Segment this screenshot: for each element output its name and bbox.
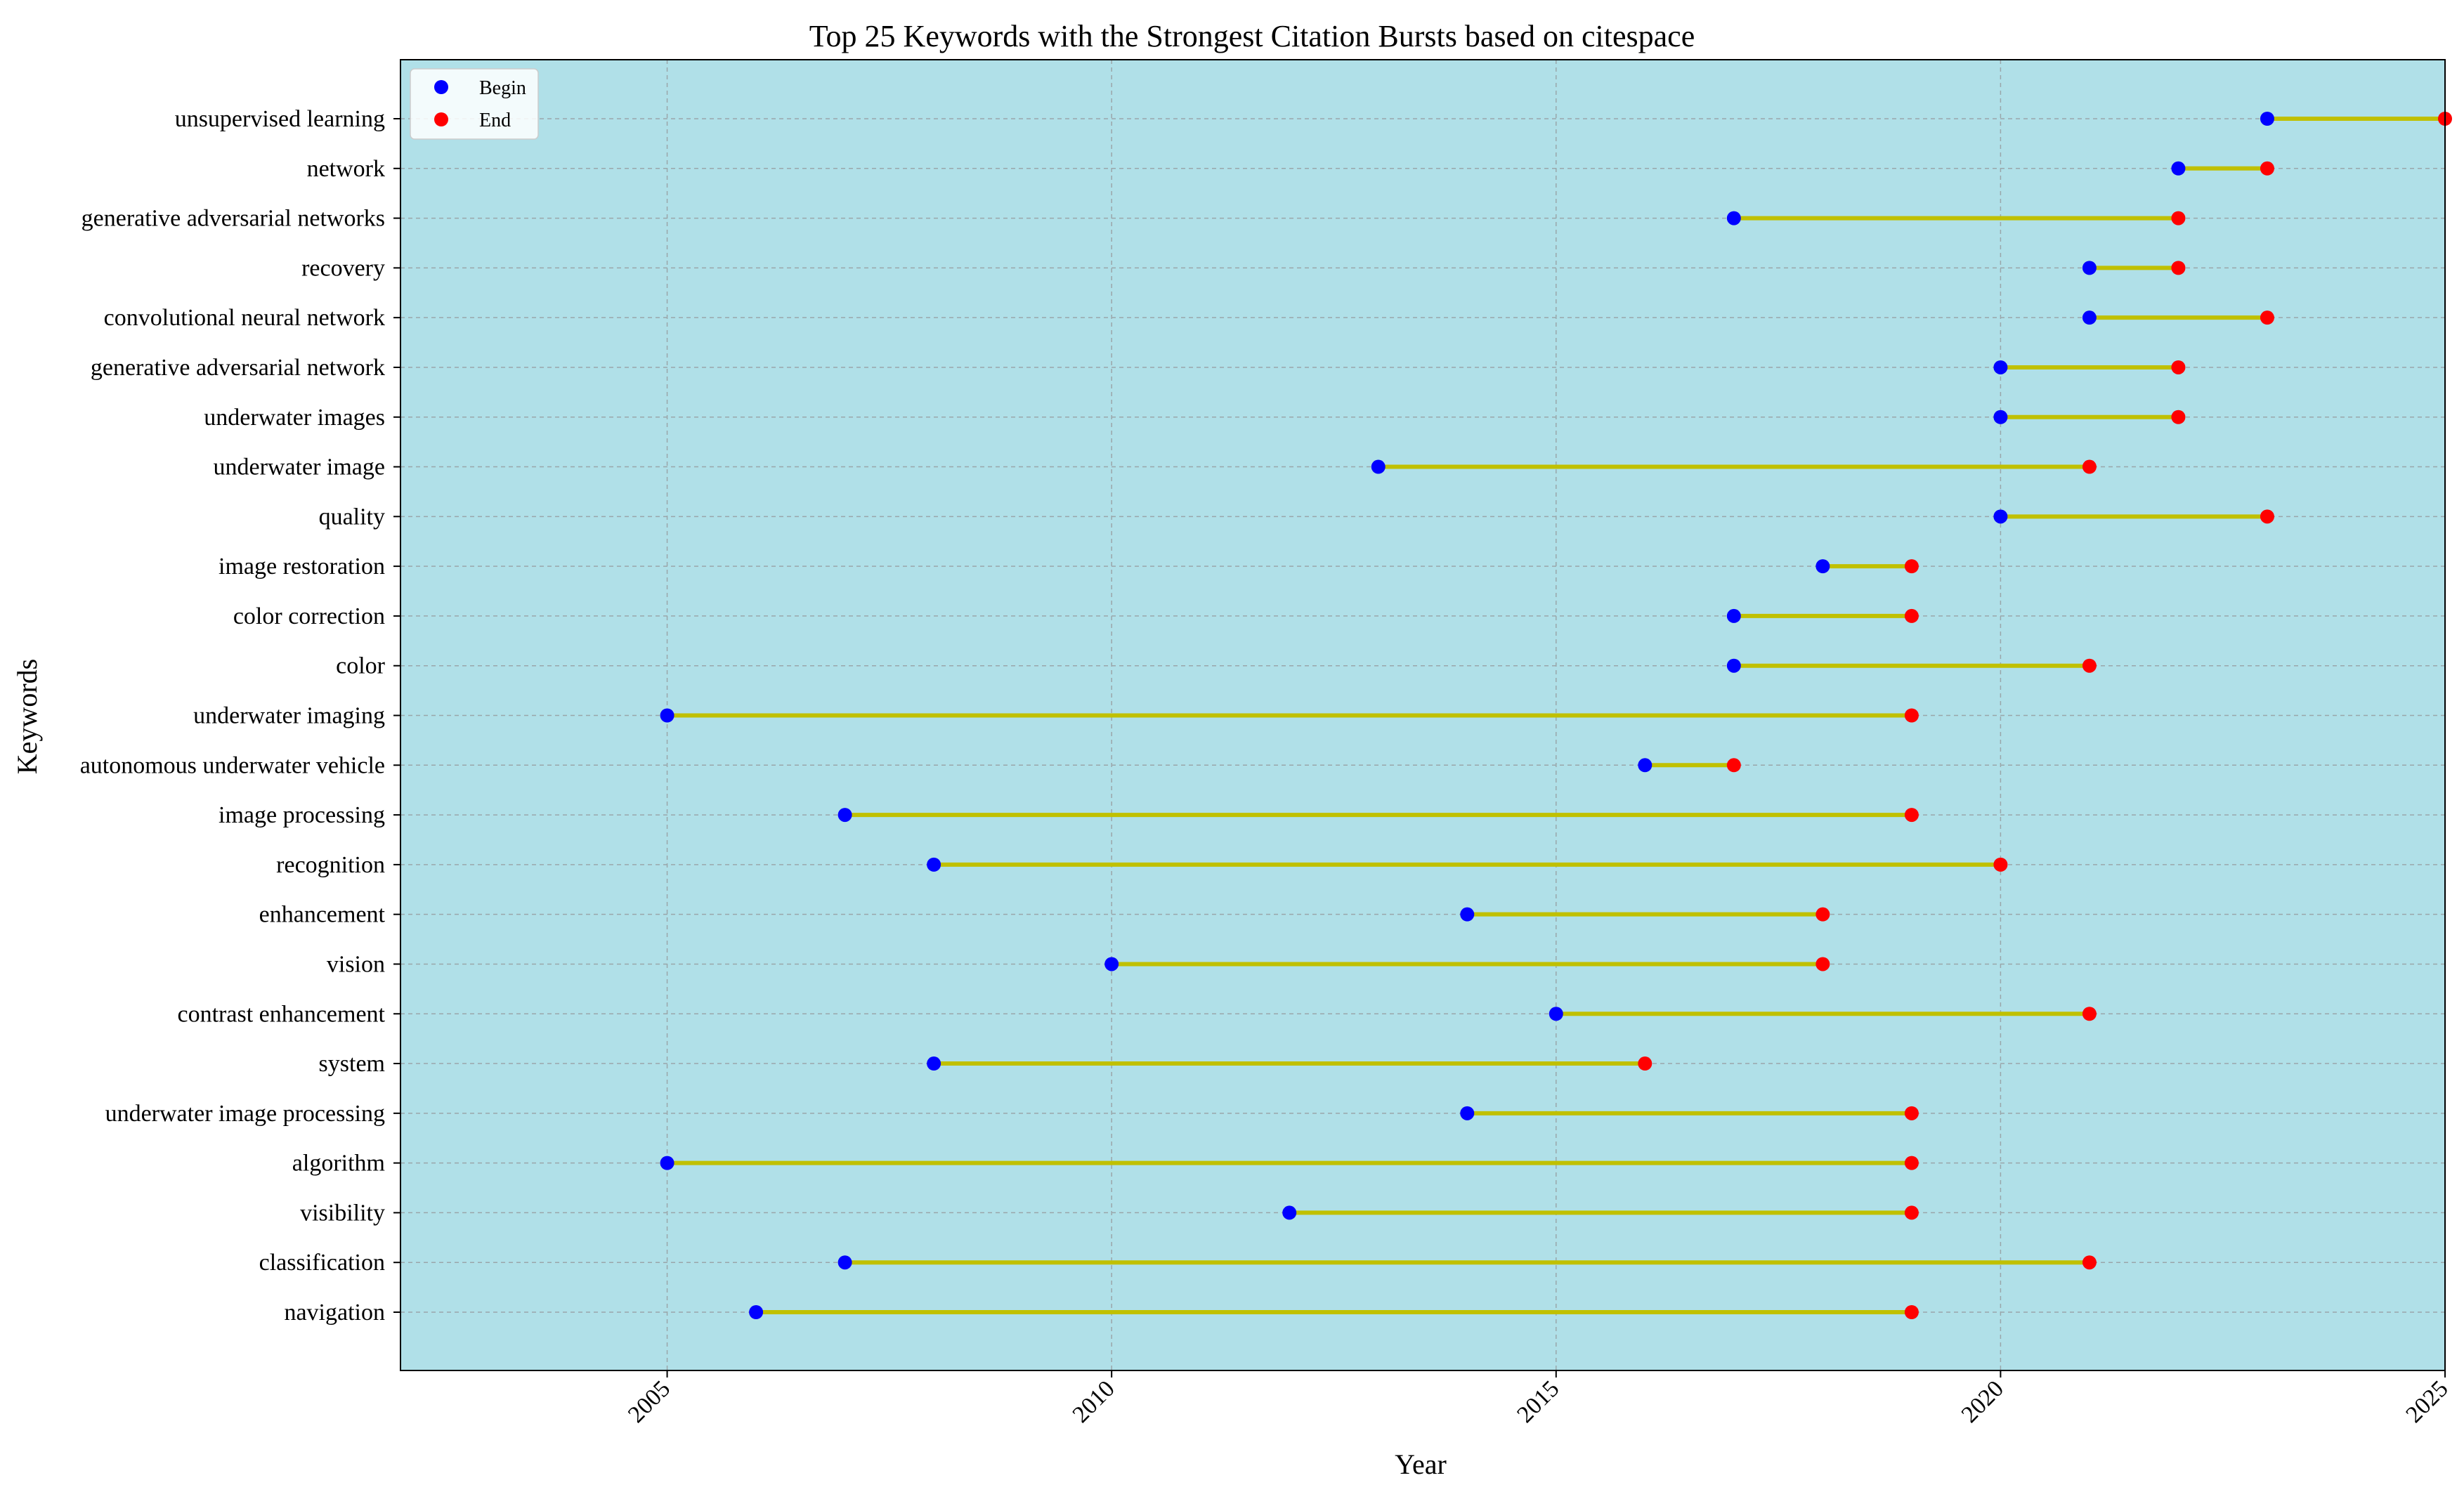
burst-begin-point [1726, 211, 1741, 225]
keyword-label: color correction [233, 603, 385, 629]
burst-begin-point [1549, 1007, 1563, 1021]
keyword-label: unsupervised learning [175, 106, 385, 132]
burst-end-point [2082, 1255, 2097, 1270]
burst-end-point [2082, 459, 2097, 474]
burst-begin-point [1993, 360, 2008, 374]
burst-end-point [1904, 1156, 1919, 1170]
keyword-label: generative adversarial networks [82, 206, 385, 232]
burst-end-point [1904, 708, 1919, 723]
burst-points [660, 112, 2452, 1319]
burst-begin-point [1726, 608, 1741, 623]
keyword-label: classification [259, 1250, 385, 1276]
burst-end-point [1816, 957, 1830, 971]
keyword-label: enhancement [259, 902, 386, 928]
burst-begin-point [927, 857, 941, 872]
burst-end-point [1904, 608, 1919, 623]
keyword-label: system [319, 1051, 385, 1077]
legend-begin-label: Begin [479, 77, 526, 99]
burst-begin-point [1282, 1205, 1297, 1220]
keyword-label: recognition [276, 852, 385, 878]
keyword-label: convolutional neural network [104, 305, 385, 331]
keyword-label: recovery [301, 255, 385, 281]
keyword-label: navigation [284, 1300, 385, 1326]
burst-end-point [2260, 161, 2274, 176]
keyword-label: underwater images [204, 405, 385, 431]
burst-begin-point [837, 1255, 852, 1270]
burst-end-point [1904, 559, 1919, 574]
keyword-label: autonomous underwater vehicle [80, 752, 385, 778]
burst-begin-point [1104, 957, 1119, 971]
plot-frame [400, 59, 2446, 1371]
burst-end-point [2260, 310, 2274, 325]
legend-end-label: End [479, 110, 511, 131]
burst-begin-point [837, 808, 852, 823]
x-tick-label: 2010 [1068, 1375, 1120, 1427]
burst-begin-point [1638, 758, 1653, 773]
burst-end-point [1904, 1205, 1919, 1220]
burst-end-point [2171, 261, 2186, 275]
burst-begin-point [1460, 907, 1475, 922]
burst-end-point [2082, 658, 2097, 673]
burst-begin-point [2082, 310, 2097, 325]
burst-end-point [1726, 758, 1741, 773]
keyword-label: contrast enhancement [178, 1001, 386, 1027]
burst-begin-point [660, 708, 674, 723]
keyword-label: image restoration [219, 554, 385, 580]
keyword-label: color [336, 653, 386, 679]
burst-end-point [1816, 907, 1830, 922]
burst-end-point [2171, 360, 2186, 374]
keyword-label: visibility [300, 1200, 385, 1226]
legend-end-marker [434, 112, 448, 126]
burst-begin-point [2260, 112, 2274, 126]
keyword-label: underwater image processing [105, 1101, 385, 1127]
burst-begin-point [749, 1305, 764, 1319]
keyword-label: network [307, 156, 385, 182]
y-axis-label: Keywords [11, 659, 43, 774]
burst-begin-point [2082, 261, 2097, 275]
burst-end-point [1904, 1305, 1919, 1319]
chart-title: Top 25 Keywords with the Strongest Citat… [809, 19, 1695, 53]
burst-end-point [1904, 808, 1919, 823]
burst-begin-point [2171, 161, 2186, 176]
burst-begin-point [1993, 410, 2008, 424]
x-tick-label: 2020 [1957, 1375, 2009, 1427]
x-tick-label: 2015 [1512, 1375, 1564, 1427]
keyword-label: underwater imaging [193, 703, 385, 729]
burst-begin-point [1726, 658, 1741, 673]
legend: Begin End [410, 68, 539, 140]
burst-end-point [2171, 410, 2186, 424]
burst-segments [667, 117, 2445, 1314]
burst-end-point [2171, 211, 2186, 225]
keyword-label: generative adversarial network [91, 355, 385, 381]
burst-begin-point [1816, 559, 1830, 574]
x-tick-label: 2005 [623, 1375, 675, 1427]
burst-end-point [1904, 1106, 1919, 1120]
burst-begin-point [1460, 1106, 1475, 1120]
burst-begin-point [927, 1056, 941, 1071]
burst-begin-point [1993, 509, 2008, 524]
x-axis-label: Year [1395, 1448, 1447, 1480]
y-axis-ticks: unsupervised learning network generative a… [80, 106, 400, 1326]
legend-begin-marker [434, 80, 448, 94]
x-tick-label: 2025 [2401, 1375, 2453, 1427]
keyword-label: algorithm [292, 1151, 385, 1177]
burst-begin-point [1371, 459, 1386, 474]
burst-end-point [1993, 857, 2008, 872]
keyword-label: underwater image [214, 454, 386, 480]
keyword-label: vision [327, 951, 385, 977]
burst-end-point [2260, 509, 2274, 524]
x-axis-ticks: 2005 2010 2015 2020 2025 [623, 1370, 2453, 1428]
burst-end-point [1638, 1056, 1653, 1071]
burst-begin-point [660, 1156, 674, 1170]
keyword-label: quality [319, 504, 385, 530]
burst-end-point [2082, 1007, 2097, 1021]
keyword-label: image processing [219, 802, 385, 828]
